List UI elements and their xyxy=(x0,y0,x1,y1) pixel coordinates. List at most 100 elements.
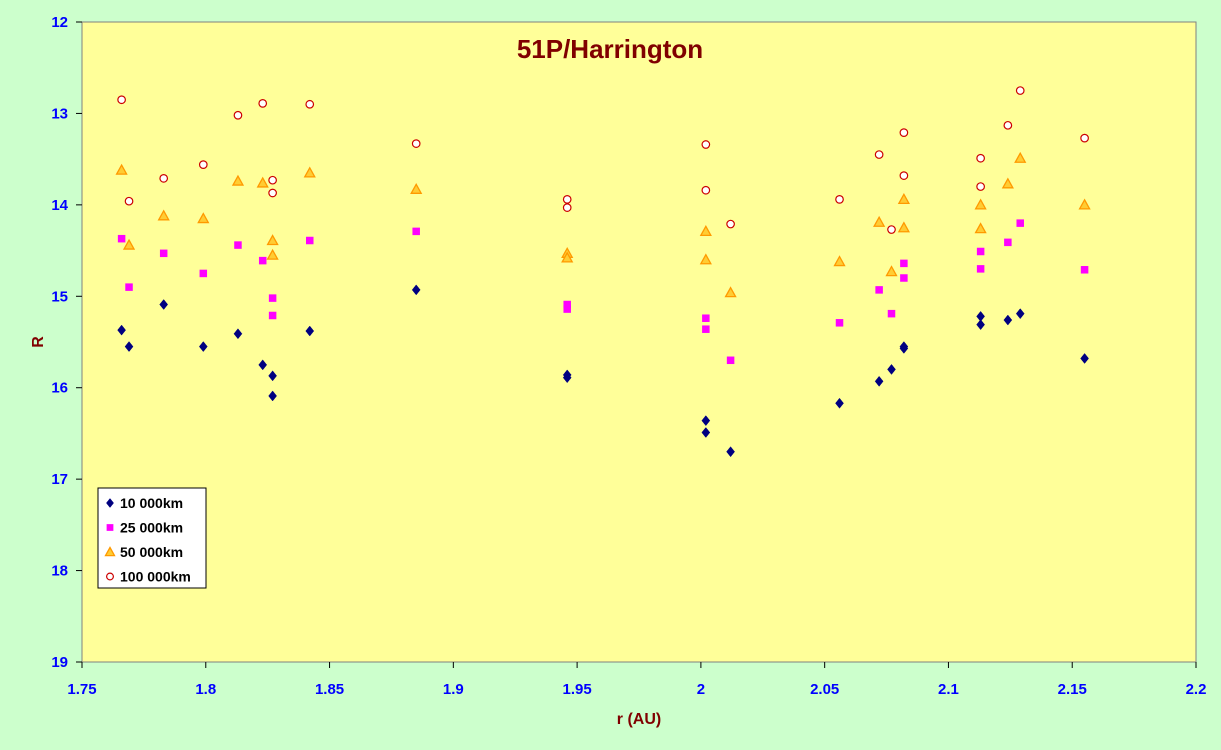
data-point xyxy=(833,255,846,267)
data-point xyxy=(976,182,985,191)
data-point xyxy=(900,259,908,268)
data-point xyxy=(976,153,985,163)
data-point xyxy=(701,427,711,438)
data-point xyxy=(412,227,420,236)
y-tick-label: 12 xyxy=(51,14,68,31)
data-point xyxy=(117,95,126,105)
data-point xyxy=(268,390,277,402)
data-point xyxy=(702,325,710,333)
data-point xyxy=(233,110,243,120)
data-point xyxy=(1001,177,1014,189)
data-point xyxy=(887,364,896,375)
legend-marker xyxy=(106,524,114,531)
data-point xyxy=(159,299,169,310)
plot-area xyxy=(81,21,1197,663)
data-point xyxy=(699,225,712,237)
data-point xyxy=(562,372,572,384)
y-axis-label: R xyxy=(30,336,47,348)
data-point xyxy=(411,139,421,148)
data-point xyxy=(1080,266,1089,274)
x-axis-label: r (AU) xyxy=(617,711,661,728)
data-point xyxy=(306,236,314,245)
data-point xyxy=(303,166,316,178)
legend-marker xyxy=(106,572,114,581)
data-point xyxy=(726,356,735,365)
x-tick-label: 2.2 xyxy=(1186,681,1207,698)
data-point xyxy=(701,140,711,149)
x-tick-label: 2 xyxy=(697,681,705,698)
data-point xyxy=(1003,314,1013,326)
data-point xyxy=(258,256,267,265)
y-tick-label: 13 xyxy=(51,105,68,122)
data-point xyxy=(234,241,242,249)
data-point xyxy=(873,215,886,227)
data-point xyxy=(897,221,910,233)
data-point xyxy=(258,99,268,108)
legend-entry: 10 000km xyxy=(120,495,183,511)
data-point xyxy=(1016,219,1024,227)
legend-box xyxy=(97,487,207,589)
data-point xyxy=(724,286,737,298)
axes: 1.75 1.8 1.85 1.9 1.95 2 2.05 2.1 2.15 2.2 12 13 14 1… xyxy=(51,14,1206,698)
data-point xyxy=(563,305,571,313)
series-2 xyxy=(115,151,1091,298)
data-point xyxy=(266,248,279,260)
data-point xyxy=(1003,120,1013,130)
data-point xyxy=(726,446,735,458)
data-point xyxy=(701,415,711,427)
y-tick-label: 17 xyxy=(51,471,68,488)
y-tick-label: 16 xyxy=(51,380,68,397)
y-tick-label: 14 xyxy=(51,197,68,214)
data-point xyxy=(1014,151,1027,163)
data-point xyxy=(976,247,985,256)
data-point xyxy=(1078,198,1091,210)
y-tick-label: 15 xyxy=(51,288,68,305)
data-point xyxy=(198,341,208,352)
data-point xyxy=(900,274,908,282)
data-point xyxy=(1015,308,1025,320)
data-point xyxy=(159,173,169,183)
legend: 10 000km 25 000km 50 000km 100 000km xyxy=(97,487,207,589)
data-point xyxy=(899,341,909,352)
data-point xyxy=(835,397,844,409)
x-tick-label: 1.8 xyxy=(195,681,216,698)
data-point xyxy=(122,238,136,250)
data-point xyxy=(974,198,987,210)
chart-title: 51P/Harrington xyxy=(517,34,703,64)
data-point xyxy=(1080,353,1089,364)
x-tick-label: 1.9 xyxy=(443,681,464,698)
data-point xyxy=(305,99,315,109)
data-point xyxy=(256,176,269,188)
data-point xyxy=(124,196,134,206)
data-point xyxy=(1004,238,1012,247)
data-point xyxy=(268,188,277,198)
data-point xyxy=(268,294,277,302)
y-tick-label: 18 xyxy=(51,563,68,580)
data-point xyxy=(702,314,710,322)
data-point xyxy=(976,265,985,273)
data-point xyxy=(305,325,315,337)
data-point xyxy=(410,182,423,194)
series-3 xyxy=(117,86,1089,234)
data-point xyxy=(198,160,208,169)
x-tick-label: 1.85 xyxy=(315,681,344,698)
data-point xyxy=(899,128,909,137)
data-point xyxy=(268,370,277,382)
data-point xyxy=(197,212,210,224)
y-tick-label: 19 xyxy=(51,654,68,671)
data-point xyxy=(1015,86,1025,95)
data-point xyxy=(887,309,896,318)
legend-entry: 25 000km xyxy=(120,520,183,536)
data-point xyxy=(117,234,126,243)
series-0 xyxy=(117,284,1089,458)
x-tick-label: 1.75 xyxy=(67,681,96,698)
data-point xyxy=(124,341,134,352)
legend-entry: 50 000km xyxy=(120,544,183,560)
data-point xyxy=(701,185,711,195)
x-tick-label: 1.95 xyxy=(563,681,592,698)
data-point xyxy=(117,324,126,336)
data-point xyxy=(974,222,987,234)
data-point xyxy=(233,328,243,340)
